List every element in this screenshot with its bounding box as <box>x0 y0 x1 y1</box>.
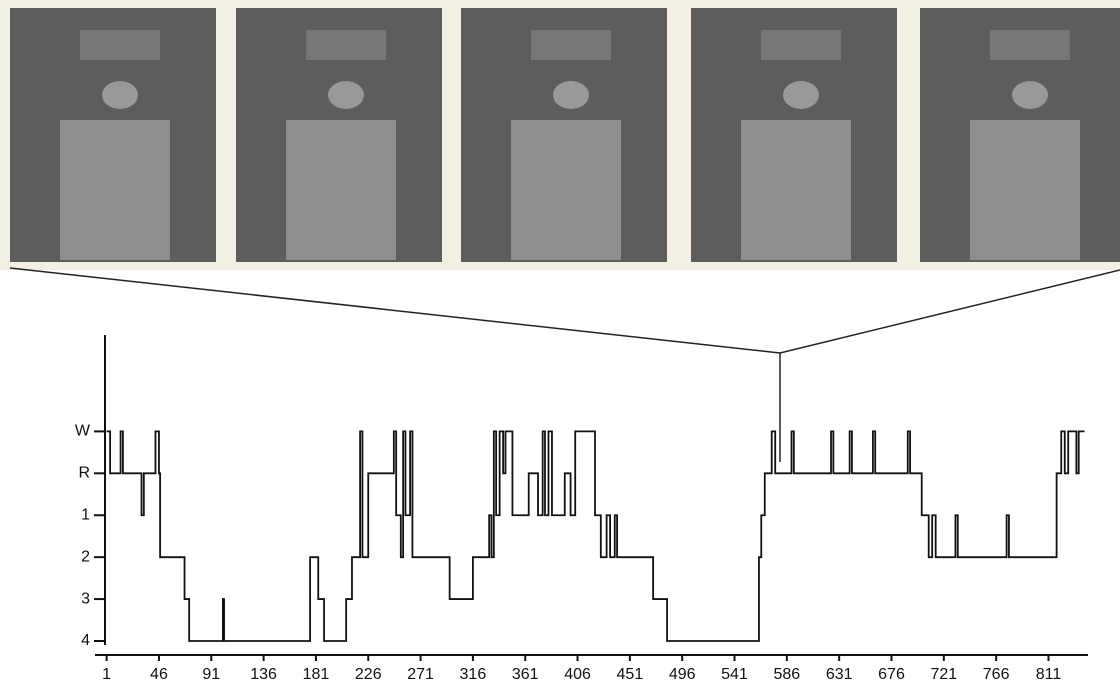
photo <box>691 8 897 262</box>
y-tick-label: 1 <box>81 506 90 523</box>
photo <box>236 8 442 262</box>
x-tick-label: 496 <box>669 666 696 683</box>
x-tick-label: 451 <box>617 666 644 683</box>
x-tick-label: 676 <box>878 666 905 683</box>
x-tick-label: 316 <box>460 666 487 683</box>
x-tick-label: 46 <box>150 666 168 683</box>
x-tick-label: 271 <box>407 666 434 683</box>
x-tick-label: 91 <box>202 666 220 683</box>
x-tick-label: 361 <box>512 666 539 683</box>
x-tick-label: 541 <box>721 666 748 683</box>
x-tick-label: 631 <box>826 666 853 683</box>
x-tick-label: 811 <box>1036 666 1062 683</box>
y-tick-label: W <box>75 423 91 440</box>
plot: 4 3 2 1 R W 1 46 91 136 181 226 271 316 361 406 451 496 54… <box>75 335 1088 683</box>
y-tick-label: R <box>78 465 90 482</box>
hypnogram-line <box>106 430 1085 642</box>
x-tick-label: 766 <box>983 666 1010 683</box>
callout-lines <box>9 267 1120 462</box>
photo <box>920 8 1120 262</box>
x-tick-label: 406 <box>564 666 591 683</box>
photo <box>461 8 667 262</box>
y-tick-label: 3 <box>81 590 90 607</box>
y-tick-label: 4 <box>81 632 90 649</box>
photos <box>10 8 1120 262</box>
x-tick-label: 226 <box>355 666 382 683</box>
x-tick-label: 1 <box>102 666 111 683</box>
x-tick-label: 136 <box>250 666 277 683</box>
x-tick-label: 721 <box>930 666 957 683</box>
x-tick-label: 181 <box>303 666 330 683</box>
photo <box>10 8 216 262</box>
x-tick-label: 586 <box>773 666 800 683</box>
y-tick-label: 2 <box>81 548 90 565</box>
